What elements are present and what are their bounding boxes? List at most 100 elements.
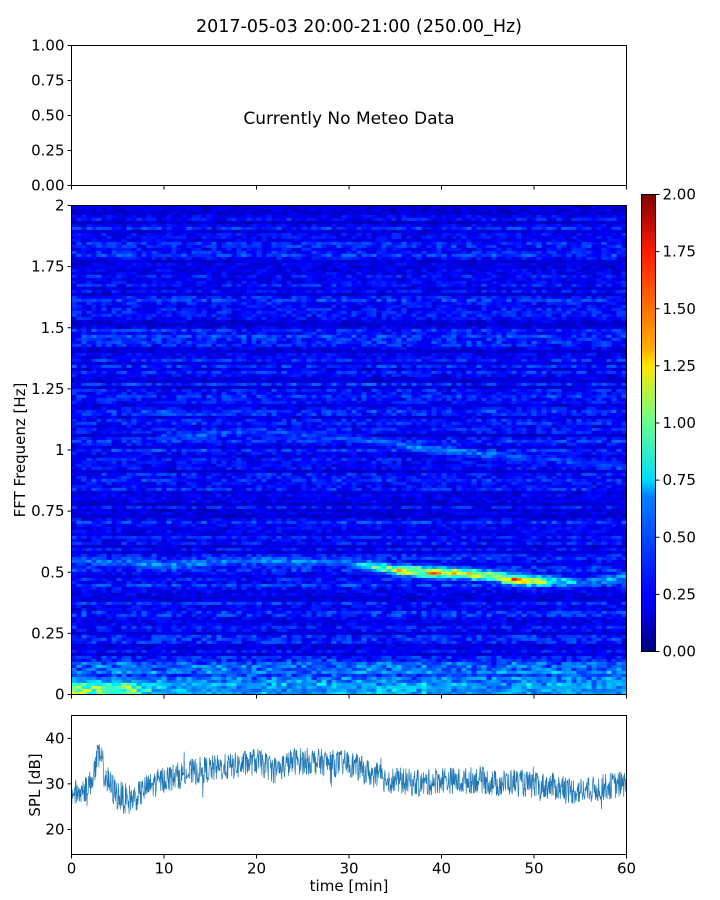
spectrogram-cell [121, 307, 127, 311]
spectrogram-cell [71, 607, 77, 611]
spectrogram-cell [106, 634, 112, 638]
spectrogram-cell [176, 520, 182, 524]
spectrogram-cell [126, 646, 132, 650]
spectrogram-cell [141, 448, 147, 452]
spectrogram-cell [146, 601, 152, 605]
spectrogram-cell [106, 223, 112, 227]
spectrogram-cell [111, 385, 117, 389]
spectrogram-cell [141, 589, 147, 593]
spectrogram-cell [121, 325, 127, 329]
spectrogram-cell [81, 679, 87, 683]
spectrogram-cell [166, 637, 172, 641]
spectrogram-cell [106, 586, 112, 590]
spectrogram-cell [71, 256, 77, 260]
spectrogram-cell [126, 232, 132, 236]
spectrogram-cell [71, 583, 77, 587]
spectrogram-cell [146, 454, 152, 458]
spectrogram-cell [156, 487, 162, 491]
spectrogram-cell [136, 664, 142, 668]
spectrogram-cell [136, 655, 142, 659]
spectrogram-cell [86, 217, 92, 221]
spectrogram-cell [191, 520, 197, 524]
spectrogram-cell [206, 307, 212, 311]
spectrogram-cell [186, 514, 192, 518]
spectrogram-cell [86, 514, 92, 518]
spectrogram-cell [111, 454, 117, 458]
spectrogram-cell [196, 580, 202, 584]
spectrogram-cell [221, 646, 227, 650]
spectrogram-cell [86, 454, 92, 458]
spectrogram-cell [206, 415, 212, 419]
spectrogram-cell [76, 598, 82, 602]
spectrogram-cell [141, 490, 147, 494]
spectrogram-cell [176, 574, 182, 578]
spectrogram-cell [106, 571, 112, 575]
spectrogram-cell [186, 328, 192, 332]
spectrogram-cell [206, 334, 212, 338]
spectrogram-cell [161, 370, 167, 374]
spectrogram-cell [191, 298, 197, 302]
spectrogram-cell [151, 208, 157, 212]
spectrogram-cell [131, 208, 137, 212]
spectrogram-cell [131, 334, 137, 338]
spectrogram-cell [106, 313, 112, 317]
spectrogram-cell [196, 604, 202, 608]
spectrogram-cell [106, 349, 112, 353]
spectrogram-cell [161, 232, 167, 236]
spectrogram-cell [206, 481, 212, 485]
spectrogram-cell [181, 280, 187, 284]
spectrogram-cell [101, 568, 107, 572]
spectrogram-cell [191, 607, 197, 611]
spectrogram-cell [91, 502, 97, 506]
spectrogram-cell [181, 346, 187, 350]
spectrogram-cell [216, 394, 222, 398]
spectrogram-cell [181, 526, 187, 530]
spectrogram-cell [131, 553, 137, 557]
spectrogram-cell [76, 487, 82, 491]
meteo-ytick-label: 0.75 [31, 72, 64, 90]
spectrogram-cell [151, 457, 157, 461]
spectrogram-cell [161, 646, 167, 650]
spectrogram-cell [166, 517, 172, 521]
spectrogram-cell [111, 349, 117, 353]
spectrogram-cell [136, 283, 142, 287]
spectrogram-cell [161, 271, 167, 275]
spectrogram-cell [116, 247, 122, 251]
spectrogram-cell [146, 430, 152, 434]
spectrogram-cell [131, 580, 137, 584]
spectrogram-cell [86, 664, 92, 668]
spectrogram-cell [211, 490, 217, 494]
spectrogram-cell [71, 682, 77, 686]
spectrogram-cell [131, 484, 137, 488]
spectrogram-cell [131, 586, 137, 590]
spectrogram-cell [146, 205, 152, 209]
spectrogram-cell [76, 529, 82, 533]
spectrogram-cell [76, 493, 82, 497]
spectrogram-cell [116, 568, 122, 572]
spectrogram-cell [181, 565, 187, 569]
spectrogram-cell [91, 346, 97, 350]
spectrogram-cell [131, 364, 137, 368]
spectrogram-cell [141, 670, 147, 674]
spectrogram-cell [131, 325, 137, 329]
spectrogram-cell [151, 421, 157, 425]
spectrogram-cell [111, 664, 117, 668]
spectrogram-cell [121, 529, 127, 533]
spectrogram-cell [146, 613, 152, 617]
spectrogram-cell [136, 208, 142, 212]
spectrogram-cell [156, 349, 162, 353]
spectrogram-cell [141, 382, 147, 386]
spectrogram-cell [201, 343, 207, 347]
spectrogram-cell [146, 274, 152, 278]
spectrogram-cell [111, 556, 117, 560]
spectrogram-cell [191, 289, 197, 293]
spectrogram-cell [131, 298, 137, 302]
spectrogram-cell [126, 550, 132, 554]
spectrogram-cell [141, 475, 147, 479]
spectrogram-cell [211, 637, 217, 641]
spectrogram-cell [81, 571, 87, 575]
spectrogram-cell [136, 373, 142, 377]
spectrogram-cell [131, 628, 137, 632]
spectrogram-cell [121, 448, 127, 452]
spectrogram-cell [91, 682, 97, 686]
